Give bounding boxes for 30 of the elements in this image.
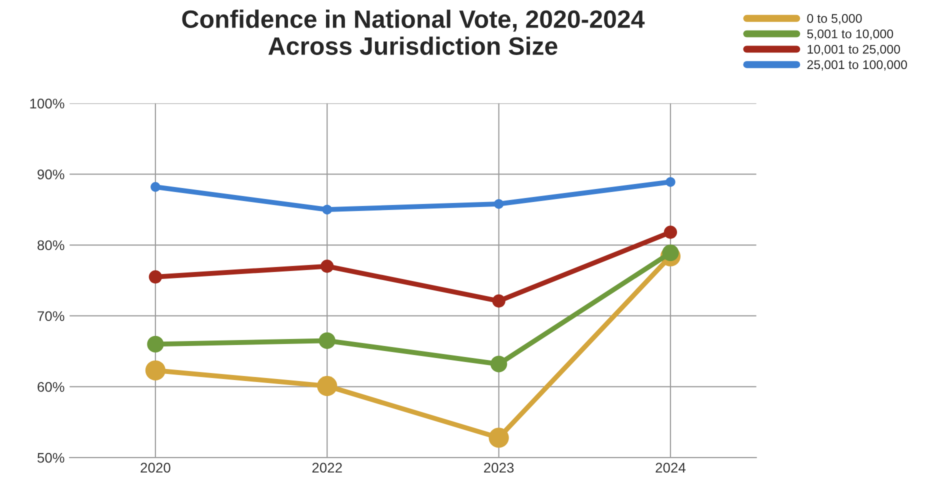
point [494,199,504,209]
y-tick-label: 60% [38,382,64,392]
point [488,428,509,448]
point [664,226,678,239]
legend-label: 10,001 to 25,000 [808,44,900,56]
point [320,260,334,273]
point [490,356,508,372]
point [317,376,338,396]
point [666,177,676,187]
point [145,360,166,380]
point [492,294,506,308]
x-tick-label: 2024 [656,462,686,473]
legend-label: 5,001 to 10,000 [807,29,894,40]
y-tick-label: 70% [38,311,64,322]
y-tick-label: 50% [37,452,64,463]
point [662,244,679,262]
x-tick-label: 2022 [312,462,342,473]
point [150,182,160,192]
x-tick-label: 2023 [484,462,514,473]
point [322,204,332,214]
point [147,336,164,353]
y-tick-label: 90% [38,170,64,180]
chart-title: Confidence in National Vote, 2020-2024 Across Jurisdiction Size [182,10,645,55]
x-tick-label: 2020 [140,462,170,473]
point [318,332,336,349]
legend-label: 25,001 to 100,000 [807,60,907,71]
legend-label: 0 to 5,000 [807,14,862,24]
y-tick-label: 100% [30,98,64,108]
y-tick-label: 80% [38,240,64,250]
point [148,270,162,284]
